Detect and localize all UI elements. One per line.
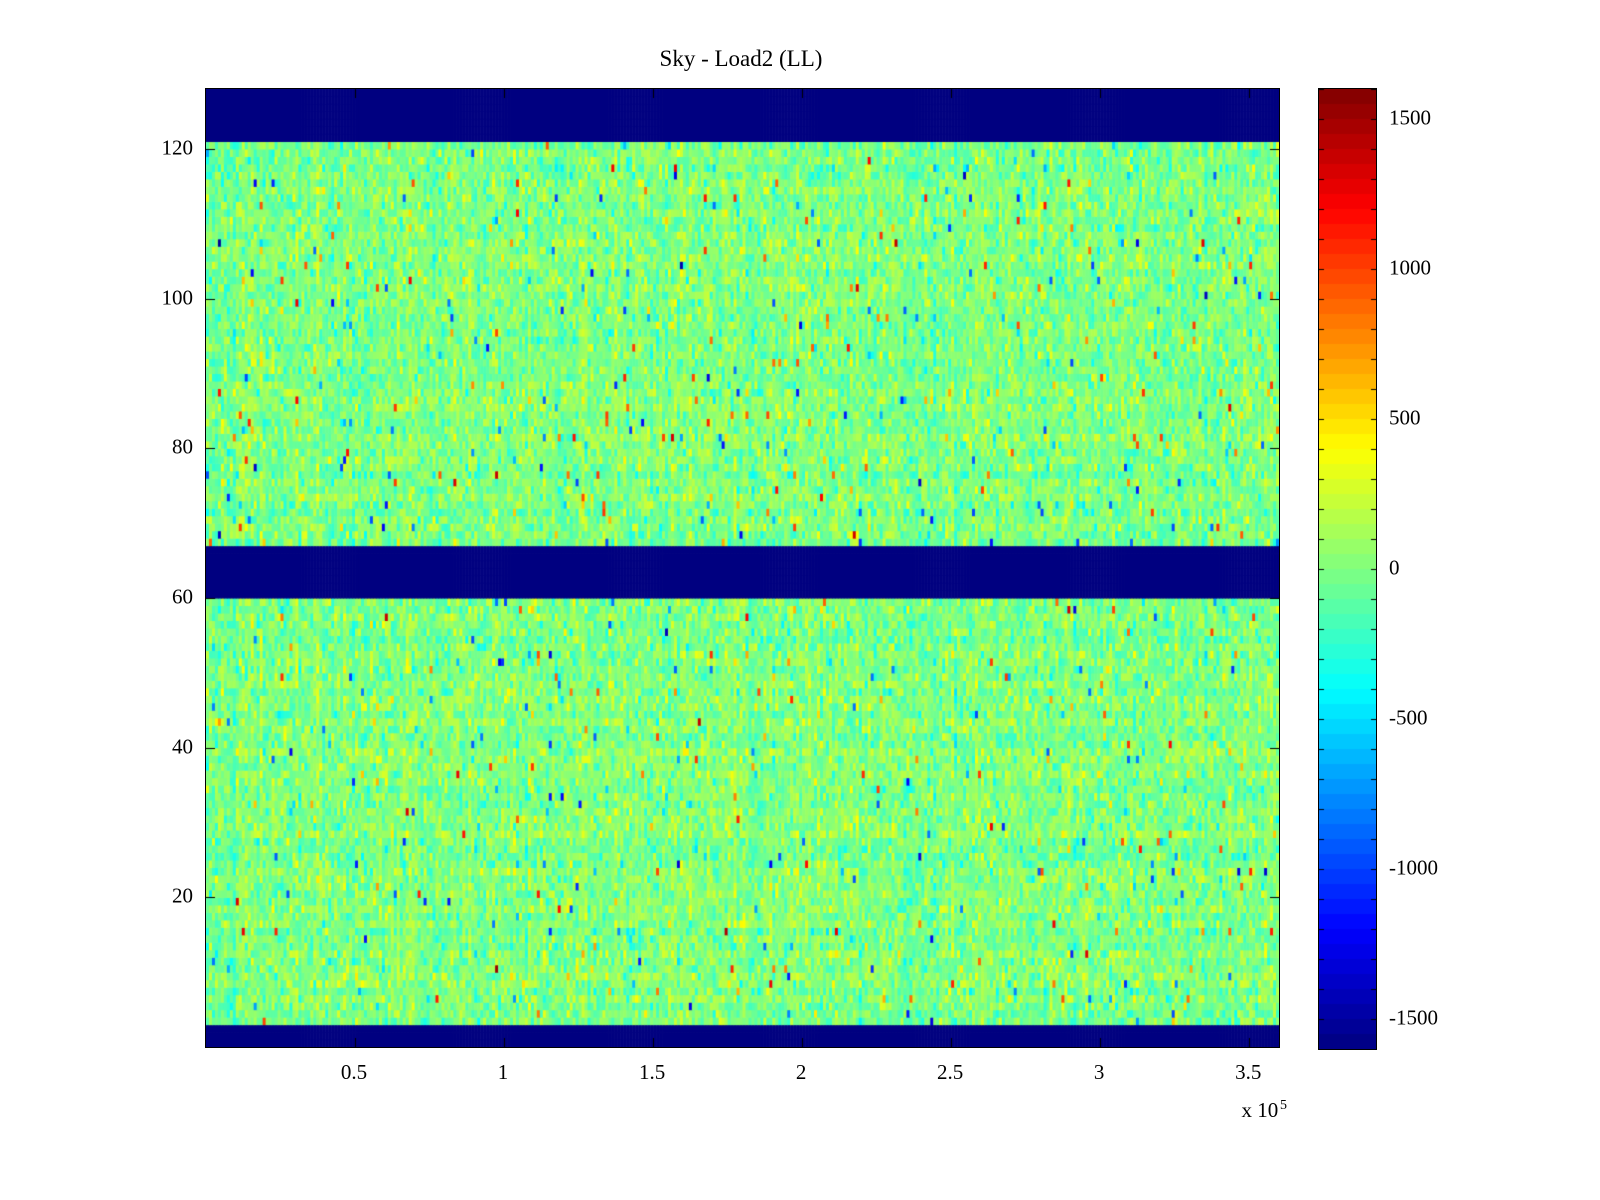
colorbar-tick-label: 0 xyxy=(1389,555,1400,580)
colorbar-tick-label: -500 xyxy=(1389,705,1428,730)
colorbar-tick-label: 1000 xyxy=(1389,255,1431,280)
x-tick-label: 3.5 xyxy=(1235,1060,1262,1084)
y-tick-label: 80 xyxy=(172,434,193,459)
y-tick-label: 20 xyxy=(172,883,193,908)
x-axis-multiplier-exponent: 5 xyxy=(1280,1098,1287,1113)
colorbar-tick-label: 500 xyxy=(1389,405,1421,430)
x-tick-label: 1.5 xyxy=(638,1060,666,1084)
x-axis-multiplier: x 10 5 xyxy=(1241,1098,1287,1123)
x-axis-multiplier-prefix: x 10 xyxy=(1241,1098,1279,1122)
x-tick-label: 2 xyxy=(795,1060,807,1084)
y-tick-label: 120 xyxy=(161,135,194,160)
colorbar-tick-label: 1500 xyxy=(1389,105,1431,130)
plot-title: Sky - Load2 (LL) xyxy=(659,46,823,71)
colorbar-tick-label: -1500 xyxy=(1389,1005,1438,1030)
y-tick-label: 40 xyxy=(172,734,193,759)
x-tick-label: 0.5 xyxy=(340,1060,368,1084)
x-tick-label: 1 xyxy=(497,1060,509,1084)
y-tick-label: 60 xyxy=(172,584,193,609)
x-tick-label: 2.5 xyxy=(937,1060,964,1084)
y-tick-label: 100 xyxy=(161,285,194,310)
x-tick-label: 3 xyxy=(1093,1060,1105,1084)
colorbar xyxy=(1318,88,1377,1050)
heatmap-canvas xyxy=(205,88,1280,1048)
colorbar-tick-label: -1000 xyxy=(1389,855,1438,880)
